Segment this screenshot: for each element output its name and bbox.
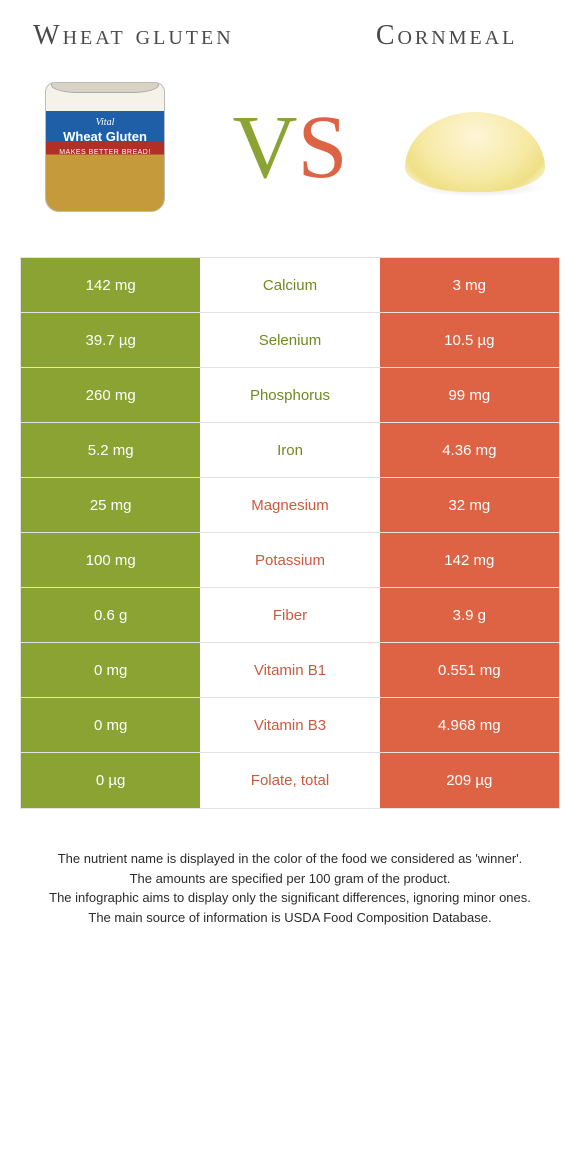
- vs-label: VS: [232, 96, 347, 199]
- right-value: 10.5 µg: [380, 313, 559, 367]
- left-value: 100 mg: [21, 533, 200, 587]
- can-label-line1: Vital: [46, 117, 164, 128]
- nutrient-table: 142 mgCalcium3 mg39.7 µgSelenium10.5 µg2…: [20, 257, 560, 809]
- left-product-image: Vital Wheat Gluten MAKES BETTER BREAD!: [20, 77, 190, 217]
- left-value: 5.2 mg: [21, 423, 200, 477]
- footer-line-3: The infographic aims to display only the…: [20, 888, 560, 908]
- footer-line-4: The main source of information is USDA F…: [20, 908, 560, 928]
- nutrient-name: Iron: [200, 423, 379, 477]
- left-value: 0 mg: [21, 643, 200, 697]
- footer-line-2: The amounts are specified per 100 gram o…: [20, 869, 560, 889]
- nutrient-name: Fiber: [200, 588, 379, 642]
- left-value: 142 mg: [21, 258, 200, 312]
- right-value: 142 mg: [380, 533, 559, 587]
- nutrient-name: Magnesium: [200, 478, 379, 532]
- right-value: 3.9 g: [380, 588, 559, 642]
- footer-notes: The nutrient name is displayed in the co…: [20, 849, 560, 927]
- right-value: 209 µg: [380, 753, 559, 808]
- right-value: 32 mg: [380, 478, 559, 532]
- infographic: Wheat gluten Cornmeal Vital Wheat Gluten…: [0, 0, 580, 809]
- vs-v: V: [232, 98, 297, 197]
- vs-s: S: [297, 98, 347, 197]
- right-value: 3 mg: [380, 258, 559, 312]
- footer-line-1: The nutrient name is displayed in the co…: [20, 849, 560, 869]
- right-product-image: [390, 77, 560, 217]
- table-row: 5.2 mgIron4.36 mg: [21, 423, 559, 478]
- table-row: 142 mgCalcium3 mg: [21, 258, 559, 313]
- left-value: 39.7 µg: [21, 313, 200, 367]
- nutrient-name: Phosphorus: [200, 368, 379, 422]
- left-value: 260 mg: [21, 368, 200, 422]
- table-row: 260 mgPhosphorus99 mg: [21, 368, 559, 423]
- table-row: 0 mgVitamin B34.968 mg: [21, 698, 559, 753]
- left-value: 25 mg: [21, 478, 200, 532]
- can-band-text: MAKES BETTER BREAD!: [46, 149, 164, 156]
- right-value: 99 mg: [380, 368, 559, 422]
- nutrient-name: Potassium: [200, 533, 379, 587]
- table-row: 0 µgFolate, total209 µg: [21, 753, 559, 808]
- right-value: 0.551 mg: [380, 643, 559, 697]
- right-value: 4.968 mg: [380, 698, 559, 752]
- table-row: 0 mgVitamin B10.551 mg: [21, 643, 559, 698]
- nutrient-name: Vitamin B3: [200, 698, 379, 752]
- title-right: Cornmeal: [333, 20, 560, 52]
- nutrient-name: Calcium: [200, 258, 379, 312]
- hero-row: Vital Wheat Gluten MAKES BETTER BREAD! V…: [20, 72, 560, 222]
- left-value: 0 µg: [21, 753, 200, 808]
- left-value: 0.6 g: [21, 588, 200, 642]
- table-row: 39.7 µgSelenium10.5 µg: [21, 313, 559, 368]
- table-row: 0.6 gFiber3.9 g: [21, 588, 559, 643]
- nutrient-name: Selenium: [200, 313, 379, 367]
- table-row: 25 mgMagnesium32 mg: [21, 478, 559, 533]
- right-value: 4.36 mg: [380, 423, 559, 477]
- nutrient-name: Vitamin B1: [200, 643, 379, 697]
- can-label-line2: Wheat Gluten: [46, 129, 164, 144]
- wheat-gluten-can-icon: Vital Wheat Gluten MAKES BETTER BREAD!: [45, 82, 165, 212]
- cornmeal-pile-icon: [395, 92, 555, 202]
- table-row: 100 mgPotassium142 mg: [21, 533, 559, 588]
- left-value: 0 mg: [21, 698, 200, 752]
- title-row: Wheat gluten Cornmeal: [20, 20, 560, 52]
- title-left: Wheat gluten: [20, 20, 247, 52]
- nutrient-name: Folate, total: [200, 753, 379, 808]
